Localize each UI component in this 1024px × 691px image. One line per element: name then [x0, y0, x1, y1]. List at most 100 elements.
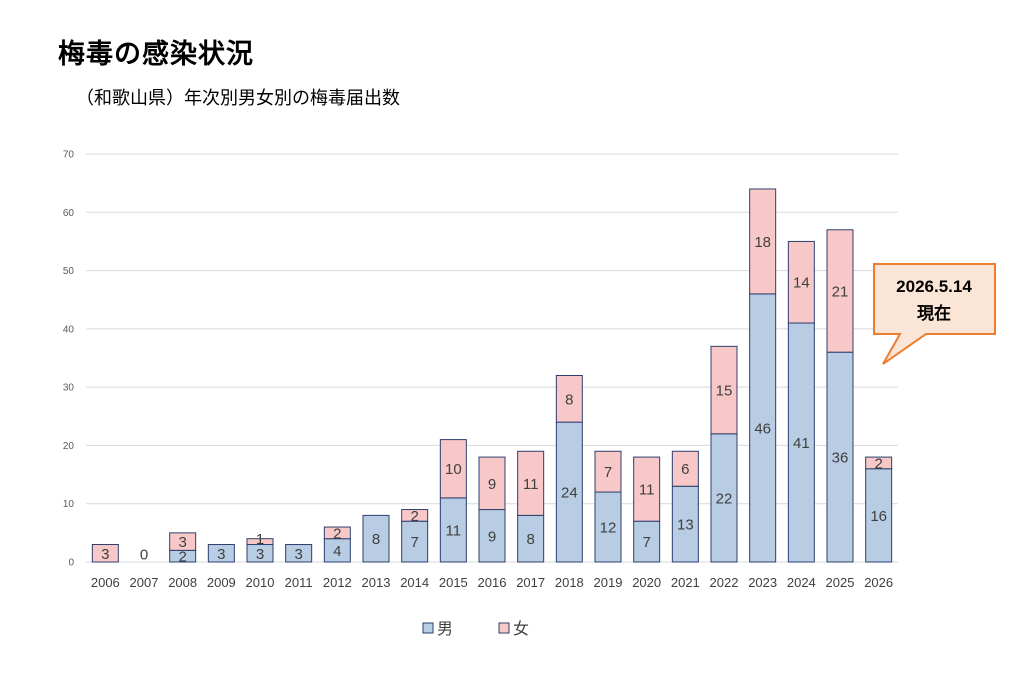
date-callout: 2026.5.14 現在: [873, 263, 996, 365]
data-label-male: 24: [561, 485, 578, 502]
bar-male: [555, 421, 583, 563]
data-label-male: 9: [488, 528, 496, 545]
data-label-male: 3: [217, 546, 225, 563]
x-tick-label: 2021: [671, 575, 700, 590]
data-label-male: 11: [446, 522, 462, 539]
bar-female: [517, 450, 545, 516]
y-tick-label: 60: [63, 208, 75, 219]
x-tick-label: 2009: [207, 575, 236, 590]
x-tick-label: 2020: [632, 575, 661, 590]
bar-layer: [91, 188, 893, 563]
bar-female: [323, 526, 351, 540]
data-label-female: 2: [410, 508, 418, 525]
legend-label-female: 女: [513, 619, 529, 638]
bar-female: [91, 544, 119, 563]
x-tick-label: 2018: [555, 575, 584, 590]
y-tick-label: 0: [68, 558, 74, 569]
data-label-female: 15: [716, 383, 733, 400]
bar-female: [401, 509, 429, 522]
bar-male: [439, 497, 467, 563]
bar-female: [671, 450, 699, 487]
data-label-female: 7: [604, 464, 612, 481]
bar-female: [169, 532, 197, 551]
data-label-female: 14: [793, 275, 810, 292]
data-label-male: 8: [526, 531, 534, 548]
bar-female: [246, 538, 274, 546]
data-label-female: 3: [101, 546, 109, 563]
bar-female: [439, 439, 467, 499]
bar-female: [478, 456, 506, 511]
data-label-male: 13: [677, 517, 694, 534]
data-label-female: 11: [523, 476, 539, 493]
bar-male: [594, 491, 622, 563]
data-label-female: 0: [140, 547, 148, 564]
data-label-male: 2: [178, 549, 186, 566]
y-tick-label: 50: [63, 266, 75, 277]
x-tick-label: 2025: [826, 575, 855, 590]
bar-male: [401, 520, 429, 563]
x-tick-label: 2015: [439, 575, 468, 590]
data-label-male: 36: [832, 450, 849, 467]
bar-male: [207, 544, 235, 563]
y-tick-label: 10: [63, 499, 75, 510]
page-title: 梅毒の感染状況: [58, 39, 254, 70]
data-label-female: 9: [488, 476, 496, 493]
x-tick-label: 2019: [594, 575, 623, 590]
data-label-male: 7: [410, 534, 418, 551]
data-label-male: 7: [642, 534, 650, 551]
data-label-female: 18: [754, 234, 771, 251]
x-tick-label: 2011: [285, 575, 313, 590]
x-tick-label: 2026: [864, 575, 893, 590]
data-label-male: 8: [372, 531, 380, 548]
x-tick-label: 2007: [130, 575, 159, 590]
x-tick-label: 2016: [478, 575, 507, 590]
data-label-female: 2: [874, 455, 882, 472]
x-tick-label: 2014: [400, 575, 429, 590]
bar-female: [749, 188, 777, 295]
bar-male: [362, 514, 390, 563]
callout-status: 現在: [917, 303, 951, 323]
x-tick-label: 2024: [787, 575, 816, 590]
bar-male: [826, 351, 854, 563]
data-label-female: 1: [256, 531, 264, 548]
label-layer: 2006320070200823200932010312011320124220…: [91, 234, 893, 590]
bar-female: [826, 229, 854, 353]
x-tick-label: 2006: [91, 575, 120, 590]
bar-male: [517, 514, 545, 563]
data-label-male: 12: [600, 520, 617, 537]
data-label-female: 10: [445, 461, 462, 478]
x-tick-label: 2013: [362, 575, 391, 590]
bar-female: [787, 240, 815, 324]
data-label-male: 3: [256, 546, 264, 563]
x-tick-label: 2012: [323, 575, 352, 590]
data-label-male: 22: [716, 490, 733, 507]
data-label-female: 2: [333, 525, 341, 542]
bar-female: [555, 374, 583, 423]
y-tick-label: 20: [63, 441, 75, 452]
data-label-female: 11: [639, 482, 655, 499]
y-tick-label: 30: [63, 383, 75, 394]
x-tick-label: 2023: [748, 575, 777, 590]
bar-female: [865, 456, 893, 470]
data-label-female: 3: [178, 534, 186, 551]
bar-female: [594, 450, 622, 493]
y-tick-label: 70: [63, 150, 75, 161]
bar-male: [787, 322, 815, 563]
data-label-female: 21: [832, 283, 849, 300]
bar-male: [710, 433, 738, 563]
x-tick-label: 2008: [168, 575, 197, 590]
callout-date: 2026.5.14: [896, 277, 972, 296]
data-label-male: 46: [754, 420, 771, 437]
callout-box: [873, 263, 996, 365]
bar-female: [633, 456, 661, 522]
data-label-male: 16: [870, 508, 887, 525]
data-label-male: 4: [333, 543, 341, 560]
x-tick-label: 2022: [710, 575, 739, 590]
legend: 男 女: [422, 619, 529, 638]
data-label-female: 6: [681, 461, 689, 478]
data-label-male: 41: [793, 435, 810, 452]
bar-female: [710, 345, 738, 435]
legend-swatch-male: [422, 622, 434, 634]
data-label-female: 8: [565, 391, 573, 408]
